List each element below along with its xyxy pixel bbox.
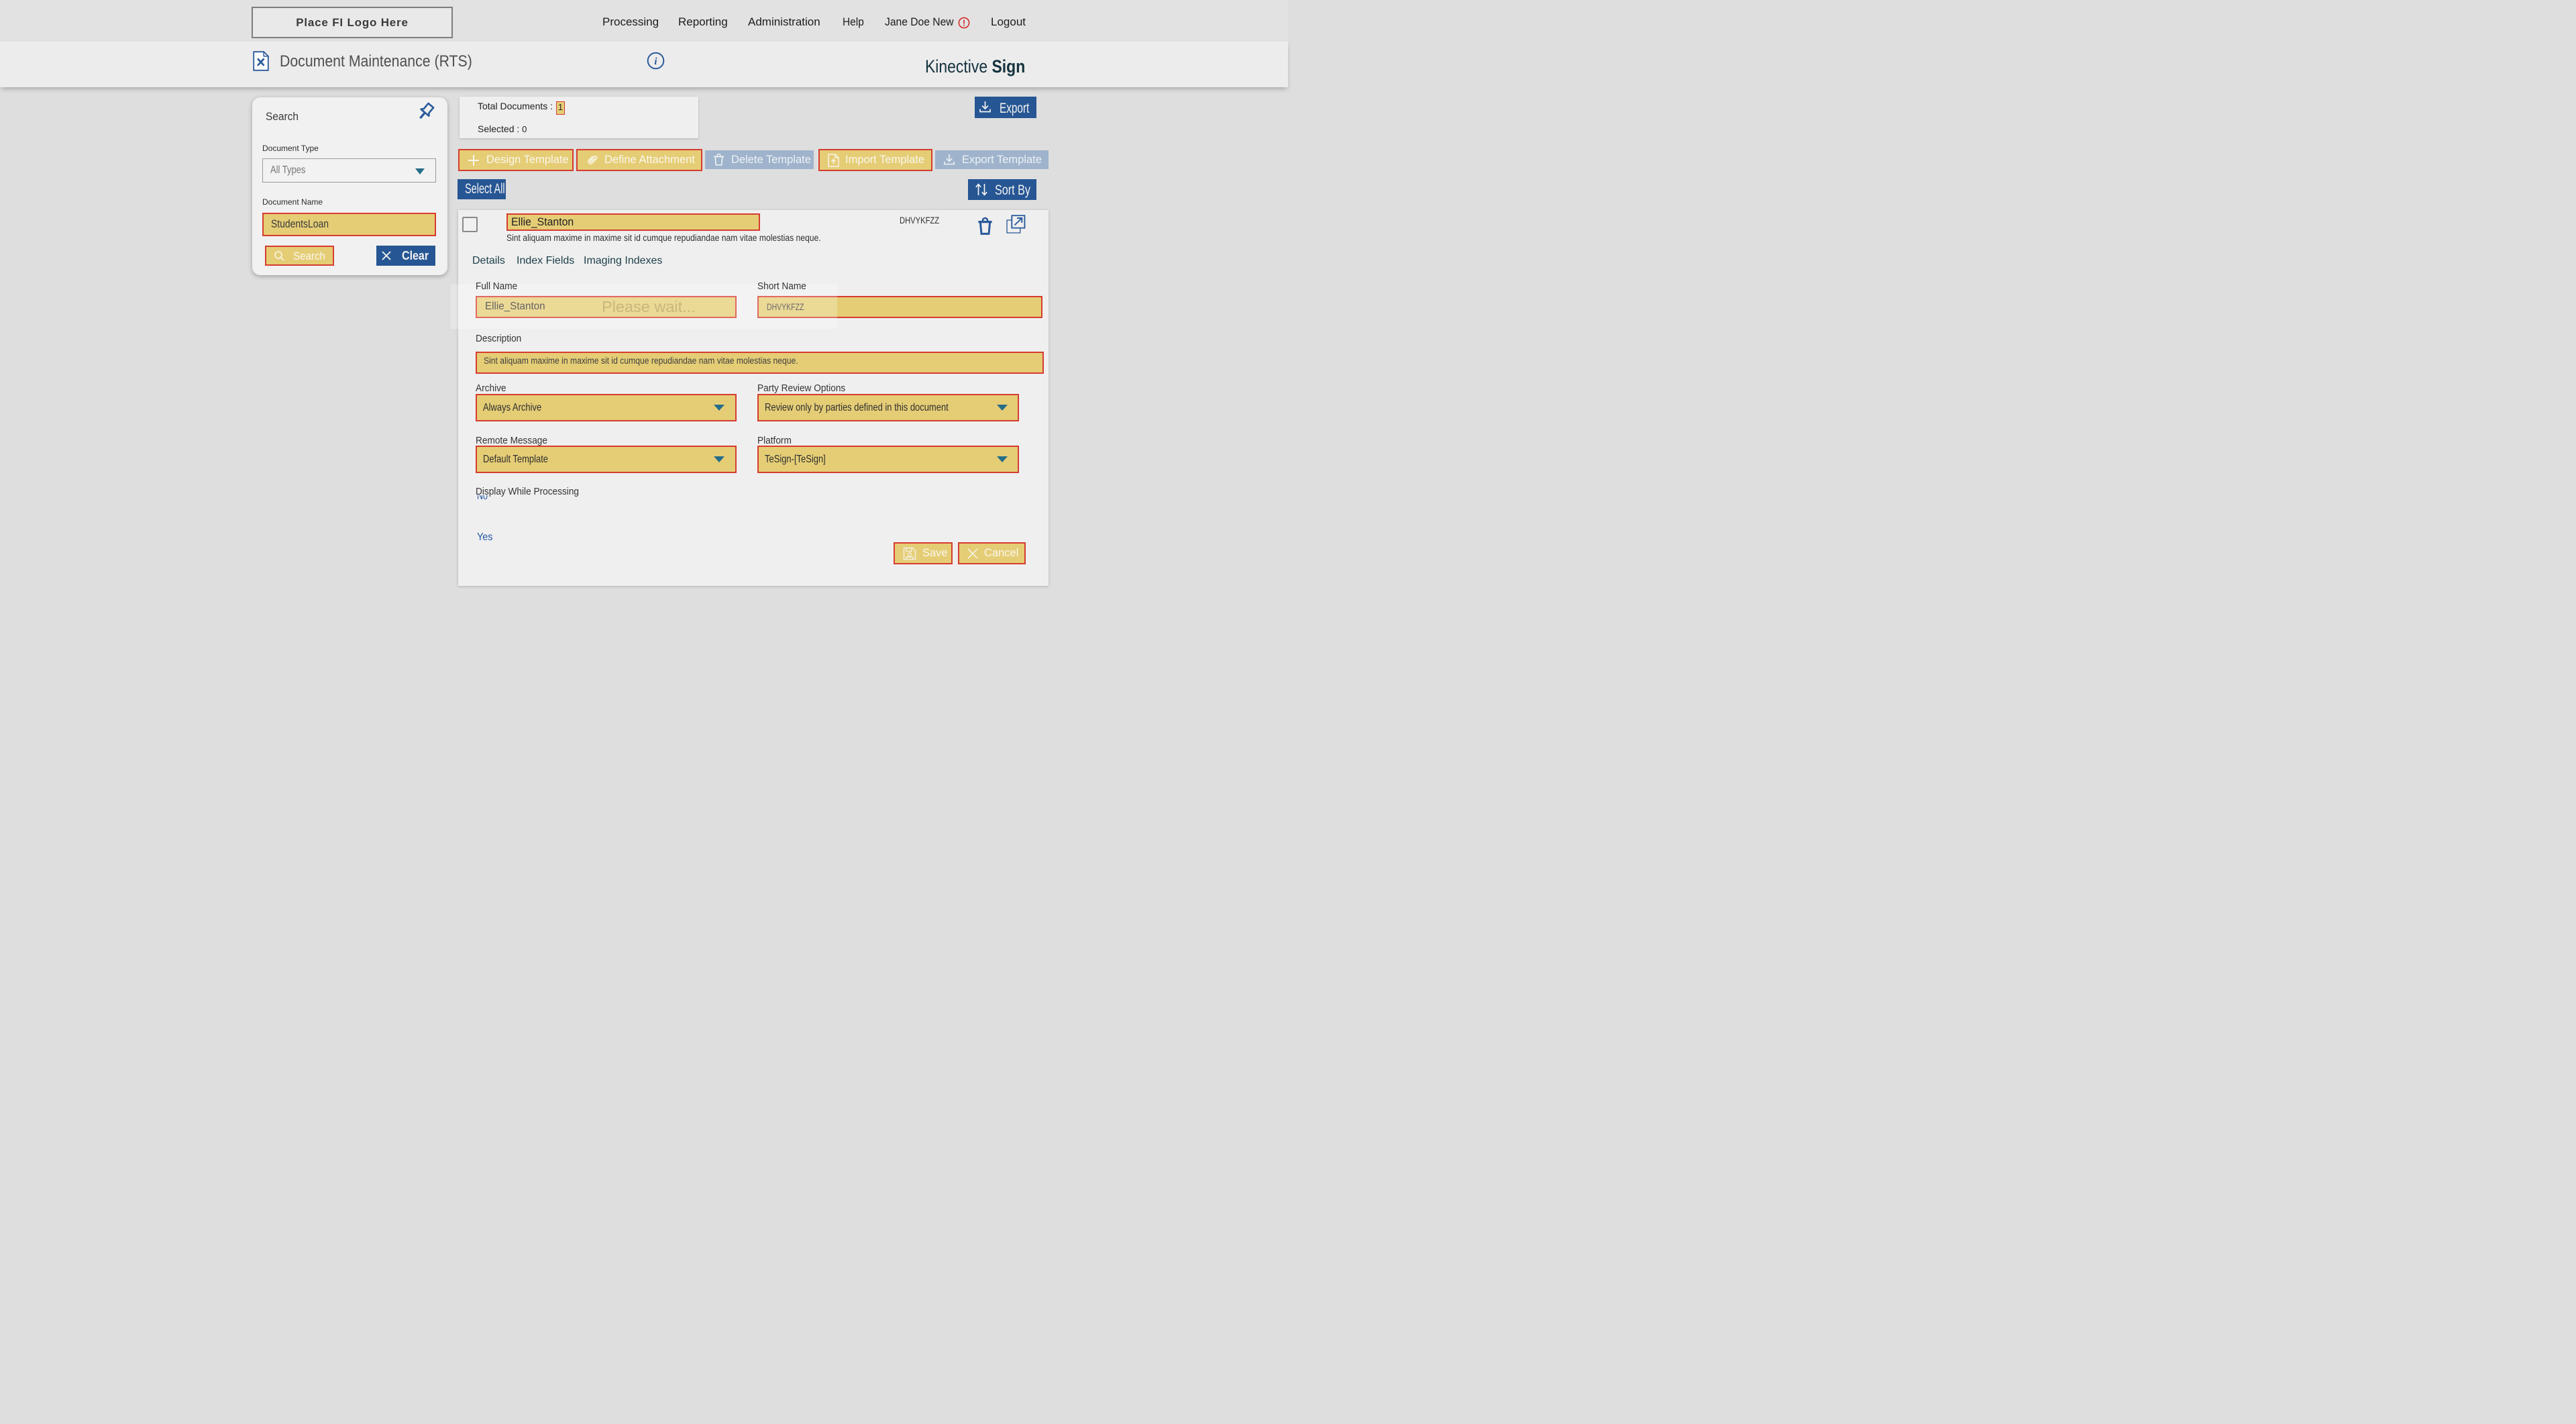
svg-text:i: i: [654, 56, 657, 67]
